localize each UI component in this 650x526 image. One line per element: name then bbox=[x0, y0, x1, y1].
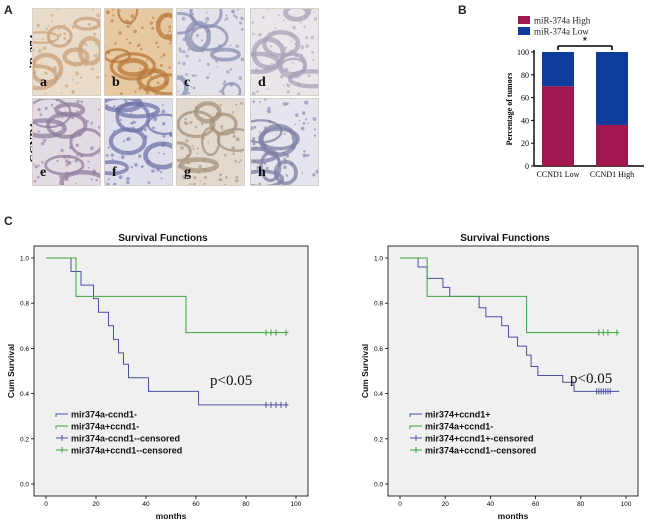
legend-line-0 bbox=[55, 413, 68, 417]
survival-curve-1 bbox=[400, 257, 620, 334]
bar-0-0 bbox=[542, 86, 574, 166]
y-tick-label: 0.6 bbox=[374, 346, 383, 353]
micrograph-label: h bbox=[258, 165, 266, 180]
micrograph-label: f bbox=[112, 165, 117, 180]
chart-title: Survival Functions bbox=[118, 233, 208, 244]
chart-title: Survival Functions bbox=[460, 233, 550, 244]
micrograph-d: d bbox=[250, 8, 319, 96]
legend-label-1: mir374a+ccnd1- bbox=[71, 422, 139, 432]
tissue-texture bbox=[177, 101, 244, 185]
x-tick-label: 20 bbox=[442, 501, 450, 508]
survival-curve-0 bbox=[400, 257, 620, 392]
y-tick-label: 0.4 bbox=[374, 391, 383, 398]
y-tick-label: 0.8 bbox=[20, 301, 29, 308]
legend-label-0: mir374+ccnd1+ bbox=[425, 410, 491, 420]
bar-1-1 bbox=[596, 52, 628, 125]
micrograph-label: a bbox=[40, 75, 47, 90]
x-axis-label: months bbox=[156, 511, 187, 521]
y-axis-label: Cum Survival bbox=[6, 344, 16, 398]
x-tick-label: 0 bbox=[398, 501, 402, 508]
x-tick-label: 0 bbox=[44, 501, 48, 508]
y-tick-label: 0.0 bbox=[20, 482, 29, 489]
legend-swatch-0 bbox=[518, 16, 530, 24]
legend-label-2: mir374+ccnd1+-censored bbox=[425, 434, 534, 444]
tissue-texture bbox=[105, 9, 172, 95]
x-tick-label: 40 bbox=[487, 501, 495, 508]
micrograph-label: e bbox=[40, 165, 47, 180]
legend-swatch-1 bbox=[518, 27, 530, 35]
y-tick-label: 0.8 bbox=[374, 301, 383, 308]
panel-letter-a: A bbox=[4, 3, 13, 17]
tissue-texture bbox=[177, 9, 244, 95]
x-tick-label: 20 bbox=[92, 501, 100, 508]
y-tick-label: 1.0 bbox=[20, 256, 29, 263]
plot-area bbox=[387, 245, 639, 497]
significance-star: * bbox=[583, 34, 588, 48]
legend-label-0: miR-374a High bbox=[534, 16, 591, 26]
legend-label-0: mir374a-ccnd1- bbox=[71, 410, 137, 420]
micrograph-b: b bbox=[104, 8, 173, 96]
x-tick-label: 80 bbox=[242, 501, 250, 508]
micrograph-label: g bbox=[184, 165, 191, 180]
legend-label-1: mir374a+ccnd1- bbox=[425, 422, 493, 432]
micrograph-c: c bbox=[176, 8, 245, 96]
y-tick-label: 1.0 bbox=[374, 256, 383, 263]
x-tick-label: 60 bbox=[192, 501, 200, 508]
y-axis-label: Cum Survival bbox=[360, 344, 370, 398]
survival-plot-left: Survival Functions 0.0 0.2 0.4 0.6 0.8 1.0 0 20 4… bbox=[6, 233, 309, 521]
y-tick-label: 0.0 bbox=[374, 482, 383, 489]
bar-0-1 bbox=[542, 52, 574, 87]
tissue-texture bbox=[251, 99, 318, 185]
x-tick-label: 60 bbox=[532, 501, 540, 508]
legend-line-1 bbox=[55, 425, 68, 429]
p-value-annotation: p<0.05 bbox=[210, 373, 252, 389]
legend-line-1 bbox=[409, 425, 422, 429]
plot-area bbox=[33, 245, 309, 497]
x-tick-label: 40 bbox=[142, 501, 150, 508]
x-tick-label: CCND1 High bbox=[590, 170, 634, 179]
y-tick-label: 0.4 bbox=[20, 391, 29, 398]
survival-curve-0 bbox=[46, 257, 289, 406]
micrograph-label: b bbox=[112, 75, 120, 90]
y-tick-label: 40 bbox=[521, 116, 529, 125]
micrograph-g: g bbox=[176, 98, 245, 186]
micrograph-f: f bbox=[104, 98, 173, 186]
tissue-texture bbox=[105, 99, 172, 185]
x-tick-label: 80 bbox=[577, 501, 585, 508]
survival-plot-right: Survival Functions 0.0 0.2 0.4 0.6 0.8 1.0 0 20 4… bbox=[360, 233, 639, 521]
y-tick-label: 60 bbox=[521, 94, 529, 103]
y-tick-label: 20 bbox=[521, 139, 529, 148]
legend-label-1: miR-374a Low bbox=[534, 27, 589, 37]
y-tick-label: 0 bbox=[525, 162, 529, 171]
p-value-annotation: p<0.05 bbox=[570, 371, 612, 387]
legend-label-3: mir374a+ccnd1--censored bbox=[71, 446, 182, 456]
y-tick-label: 80 bbox=[521, 71, 529, 80]
x-tick-label: CCND1 Low bbox=[537, 170, 580, 179]
y-tick-label: 0.2 bbox=[20, 436, 29, 443]
panel-letter-b: B bbox=[458, 3, 467, 17]
micrograph-label: c bbox=[184, 75, 191, 90]
y-tick-label: 0.2 bbox=[374, 436, 383, 443]
micrograph-label: d bbox=[258, 75, 266, 90]
y-axis-label: Percentage of tumors bbox=[505, 73, 514, 146]
legend-label-2: mir374a-ccnd1--censored bbox=[71, 434, 180, 444]
y-tick-label: 100 bbox=[517, 48, 529, 57]
tissue-texture bbox=[33, 9, 100, 95]
micrograph-e: e bbox=[32, 98, 101, 186]
survival-curve-1 bbox=[46, 257, 289, 334]
tissue-texture bbox=[33, 99, 100, 185]
micrograph-h: h bbox=[250, 98, 319, 186]
micrograph-a: a bbox=[32, 8, 101, 96]
panel-letter-c: C bbox=[4, 214, 13, 228]
tissue-texture bbox=[251, 9, 318, 95]
legend-label-3: mir374a+ccnd1--censored bbox=[425, 446, 536, 456]
legend-line-0 bbox=[409, 413, 422, 417]
bar-1-0 bbox=[596, 124, 628, 166]
x-axis-label: months bbox=[498, 511, 529, 521]
x-tick-label: 100 bbox=[291, 501, 302, 508]
x-tick-label: 100 bbox=[621, 501, 632, 508]
y-tick-label: 0.6 bbox=[20, 346, 29, 353]
